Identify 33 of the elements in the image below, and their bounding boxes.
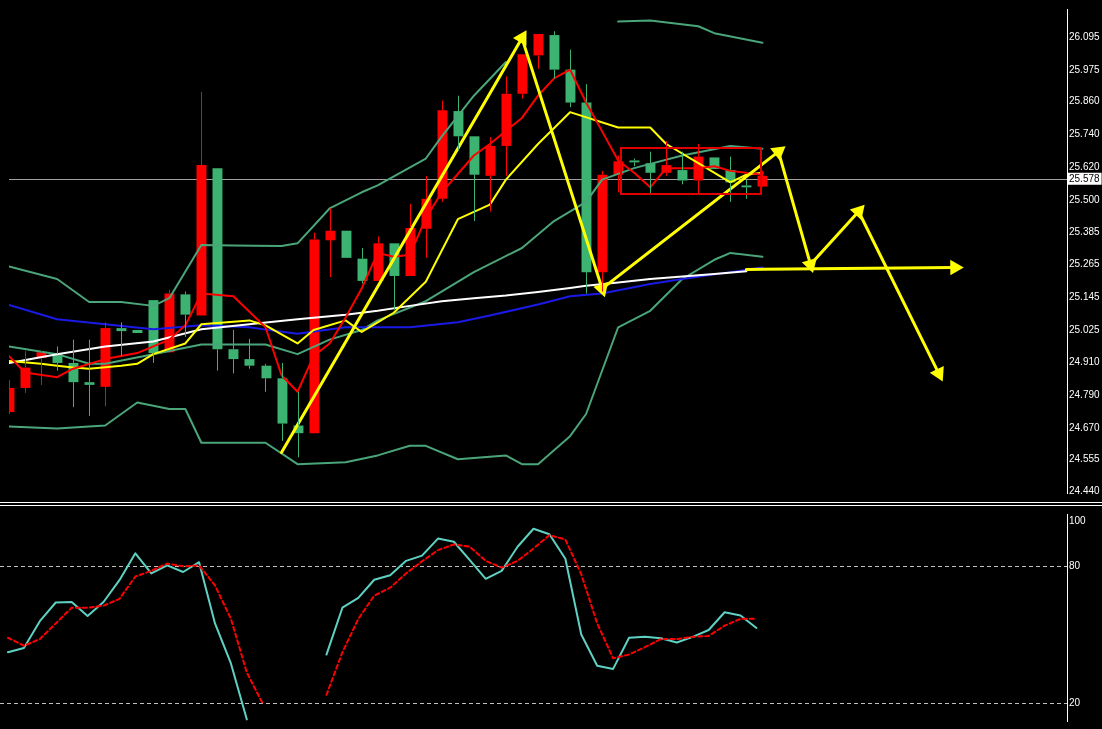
y-tick-label: 25.620 bbox=[1069, 161, 1101, 173]
candlestick bbox=[485, 136, 496, 212]
point bbox=[593, 281, 609, 298]
point bbox=[770, 146, 786, 161]
y-tick-label: 25.145 bbox=[1069, 291, 1101, 303]
candlestick bbox=[277, 362, 288, 442]
y-tick-label: 24.910 bbox=[1069, 355, 1101, 367]
point bbox=[512, 30, 527, 46]
y-tick-label: 24.790 bbox=[1069, 388, 1101, 400]
y-tick-label: 24.670 bbox=[1069, 421, 1101, 433]
candlestick bbox=[517, 54, 528, 100]
y-tick-label: 80 bbox=[1069, 560, 1081, 572]
y-tick-label: 25.500 bbox=[1069, 193, 1101, 205]
y-tick-label: 25.265 bbox=[1069, 258, 1101, 270]
point bbox=[849, 204, 865, 221]
candlestick bbox=[549, 30, 560, 79]
candlestick bbox=[116, 321, 127, 357]
y-tick-label: 25.975 bbox=[1069, 63, 1101, 75]
y-tick-label: 26.095 bbox=[1069, 30, 1101, 42]
y-tick-label: 24.440 bbox=[1069, 484, 1101, 496]
y-tick-label: 25.025 bbox=[1069, 324, 1101, 336]
y-tick-label: 25.740 bbox=[1069, 128, 1101, 140]
candlestick bbox=[84, 339, 95, 417]
y-tick-label: 100 bbox=[1069, 514, 1087, 526]
ref-line-label: 25.578 bbox=[1069, 172, 1101, 184]
candlestick bbox=[228, 329, 239, 374]
y-tick-label: 25.860 bbox=[1069, 95, 1101, 107]
y-tick-label: 20 bbox=[1069, 696, 1081, 708]
point bbox=[929, 365, 944, 382]
y-tick-label: 24.555 bbox=[1069, 453, 1101, 465]
y-tick-label: 25.385 bbox=[1069, 225, 1101, 237]
candlestick bbox=[244, 338, 255, 370]
candlestick bbox=[180, 291, 191, 338]
